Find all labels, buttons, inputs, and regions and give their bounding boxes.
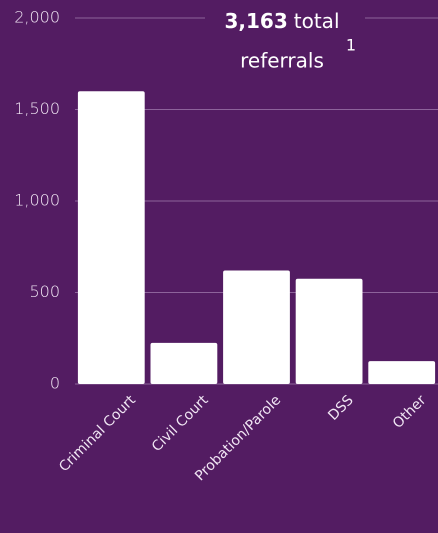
y-tick-label: 2,000 xyxy=(14,8,60,27)
annotation-line: 3,163 total xyxy=(225,9,340,33)
annotation-footnote: 1 xyxy=(346,36,356,55)
annotation-line: referrals xyxy=(240,49,324,73)
bar xyxy=(368,361,436,384)
y-tick-label: 0 xyxy=(50,374,60,393)
bar xyxy=(295,278,363,384)
y-tick-label: 1,500 xyxy=(14,99,60,118)
y-tick-label: 1,000 xyxy=(14,191,60,210)
annotation-text: total xyxy=(294,9,340,33)
y-tick-label: 500 xyxy=(29,282,60,301)
annotation-value: 3,163 xyxy=(225,9,288,33)
bar xyxy=(223,270,290,384)
bar xyxy=(150,342,218,384)
bar xyxy=(77,91,145,384)
annotation-background xyxy=(205,6,365,40)
